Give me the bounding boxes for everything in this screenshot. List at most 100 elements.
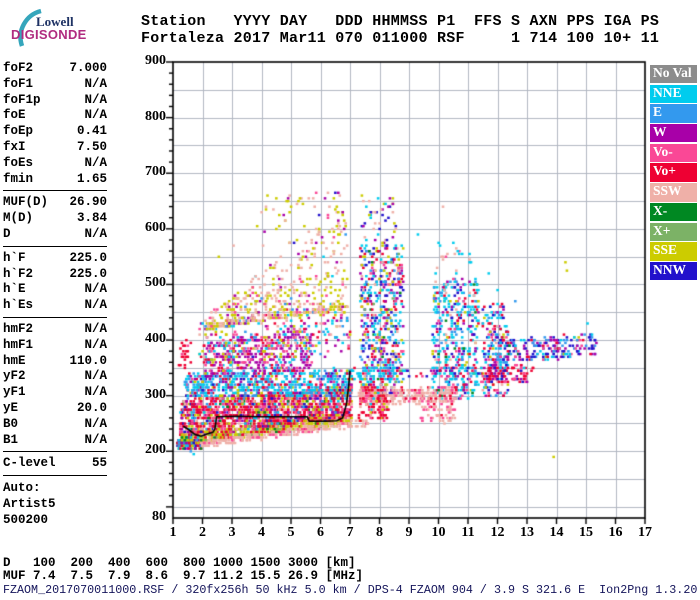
param-label: hmE <box>3 353 26 368</box>
param-row-D: D N/A <box>3 227 107 243</box>
muf-row: MUF 7.4 7.5 7.9 8.6 9.7 11.2 15.5 26.9 [… <box>3 569 364 583</box>
param-label: h`F <box>3 250 26 265</box>
param-value: N/A <box>84 108 107 123</box>
param-value: 1.65 <box>76 171 107 186</box>
legend-item-NoVal: No Val <box>650 65 697 84</box>
x-tick-label-12: 12 <box>490 525 505 540</box>
param-label: hmF1 <box>3 337 34 352</box>
x-tick-label-3: 3 <box>228 525 236 540</box>
param-value: N/A <box>84 321 107 336</box>
separator-line <box>3 451 107 453</box>
param-value: N/A <box>84 298 107 313</box>
y-tick-label-800: 800 <box>145 108 166 124</box>
legend-item-NNW: NNW <box>650 261 697 281</box>
param-row-hE: h`E N/A <box>3 282 107 298</box>
param-value: 20.0 <box>76 400 107 415</box>
param-label: foF1 <box>3 76 34 91</box>
param-value: N/A <box>84 385 107 400</box>
param-row-hF2: h`F2 225.0 <box>3 267 107 283</box>
param-value: 225.0 <box>69 250 107 265</box>
param-label: foE <box>3 108 26 123</box>
lowell-digisonde-logo-arc <box>18 8 42 47</box>
param-row-yE: yE 20.0 <box>3 401 107 417</box>
param-row-hF: h`F 225.0 <box>3 251 107 267</box>
x-tick-label-2: 2 <box>199 525 206 540</box>
header-field-names: Station YYYY DAY DDD HHMMSS P1 FFS S AXN… <box>141 13 660 30</box>
legend-item-W: W <box>650 124 697 143</box>
param-value: N/A <box>84 369 107 384</box>
param-row-Clevel: C-level 55 <box>3 456 107 472</box>
param-label: C-level <box>3 456 56 471</box>
legend-item-X-: X- <box>650 202 697 222</box>
param-value: 7.50 <box>76 139 107 154</box>
legend-item-SSE: SSE <box>650 242 697 261</box>
param-label: foEs <box>3 155 34 170</box>
y-tick-label-500: 500 <box>145 275 166 291</box>
legend-item-NNE: NNE <box>650 84 697 104</box>
param-row-foF1p: foF1p N/A <box>3 93 107 109</box>
scaled-parameters-panel: foF2 7.000 foF1 N/A foF1p N/A foE N/A foEp 0.41 fx… <box>3 61 107 528</box>
param-row-hEs: h`Es N/A <box>3 298 107 314</box>
y-tick-label-900: 900 <box>145 53 166 68</box>
param-row-foEp: foEp 0.41 <box>3 124 107 140</box>
x-tick-label-4: 4 <box>258 525 265 540</box>
param-value: 3.84 <box>76 211 107 226</box>
param-value: 110.0 <box>69 353 107 368</box>
echo-direction-legend: No Val NNE E W Vo- Vo+ SSW X- X+ SSE NNW <box>650 65 697 282</box>
logo-text-digisonde: DIGISONDE <box>11 27 87 42</box>
logo-text-lowell: Lowell <box>36 14 74 29</box>
x-tick-label-5: 5 <box>287 525 295 540</box>
param-row-fmin: fmin 1.65 <box>3 172 107 188</box>
y-tick-label-600: 600 <box>145 219 166 235</box>
param-value: N/A <box>84 76 107 91</box>
param-label: fmin <box>3 171 34 186</box>
param-label: MUF(D) <box>3 195 49 210</box>
param-value: 7.000 <box>69 61 107 75</box>
param-label: h`F2 <box>3 266 34 281</box>
param-value: 225.0 <box>69 266 107 281</box>
y-tick-label-300: 300 <box>145 386 166 402</box>
param-value: 0.41 <box>76 124 107 139</box>
separator-line <box>3 190 107 192</box>
param-value: N/A <box>84 92 107 107</box>
legend-item-SSW: SSW <box>650 183 697 202</box>
file-status-line: FZAOM_2017070011000.RSF / 320fx256h 50 k… <box>3 583 698 597</box>
param-label: D <box>3 226 11 241</box>
param-row-yF2: yF2 N/A <box>3 369 107 385</box>
legend-item-Vo-: Vo- <box>650 143 697 163</box>
x-tick-label-11: 11 <box>461 525 475 540</box>
param-value: N/A <box>84 416 107 431</box>
param-row-fxI: fxI 7.50 <box>3 140 107 156</box>
param-label: yF2 <box>3 369 26 384</box>
param-row-hmF2: hmF2 N/A <box>3 322 107 338</box>
x-tick-label-14: 14 <box>549 525 564 540</box>
header-field-values: Fortaleza 2017 Mar11 070 011000 RSF 1 71… <box>141 30 660 47</box>
param-row-B0: B0 N/A <box>3 417 107 433</box>
param-label: B0 <box>3 416 19 431</box>
param-row-MD: M(D) 3.84 <box>3 211 107 227</box>
y-tick-label-80: 80 <box>152 509 166 524</box>
param-row-foE: foE N/A <box>3 108 107 124</box>
autoscaling-info: Auto: <box>3 481 41 496</box>
x-tick-label-15: 15 <box>579 525 593 540</box>
param-row-hmF1: hmF1 N/A <box>3 338 107 354</box>
x-tick-label-8: 8 <box>376 525 383 540</box>
y-tick-label-400: 400 <box>145 331 166 347</box>
separator-line <box>3 316 107 318</box>
param-row-foF2: foF2 7.000 <box>3 61 107 77</box>
param-value: N/A <box>84 337 107 352</box>
param-row-hmE: hmE 110.0 <box>3 354 107 370</box>
y-tick-label-700: 700 <box>145 164 166 180</box>
param-value: N/A <box>84 432 107 447</box>
x-tick-label-17: 17 <box>638 525 652 540</box>
legend-item-Vo+: Vo+ <box>650 163 697 182</box>
x-tick-label-16: 16 <box>608 525 623 540</box>
distance-row: D 100 200 400 600 800 1000 1500 3000 [km… <box>3 556 356 570</box>
x-tick-label-13: 13 <box>520 525 534 540</box>
param-row-MUFD: MUF(D) 26.90 <box>3 195 107 211</box>
x-tick-label-1: 1 <box>169 525 177 540</box>
param-value: N/A <box>84 226 107 241</box>
param-value: 26.90 <box>69 195 107 210</box>
